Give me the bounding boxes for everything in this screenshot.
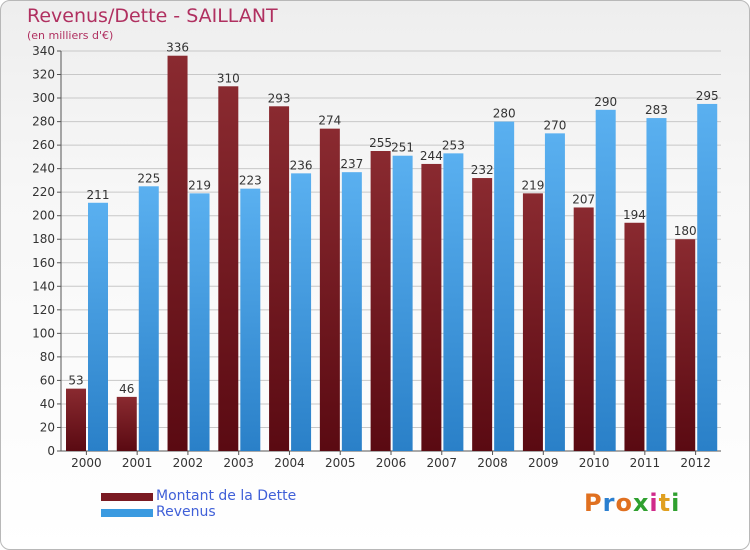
data-label-revenus-2008: 280 — [493, 107, 516, 121]
bar-dette-2005 — [319, 128, 340, 451]
bar-revenus-2005 — [341, 172, 362, 452]
data-label-revenus-2009: 270 — [543, 118, 566, 132]
y-tick-label: 220 — [32, 185, 55, 199]
bar-dette-2009 — [522, 193, 543, 451]
x-tick-label-2003: 2003 — [223, 456, 254, 470]
bar-revenus-2003 — [240, 188, 261, 451]
y-tick-label: 160 — [32, 256, 55, 270]
data-label-dette-2002: 336 — [166, 41, 189, 55]
x-tick-label-2001: 2001 — [122, 456, 153, 470]
bar-dette-2010 — [573, 207, 594, 451]
bar-dette-2004 — [269, 106, 290, 451]
bar-revenus-2010 — [595, 109, 616, 451]
data-label-dette-2009: 219 — [521, 178, 544, 192]
data-label-revenus-2001: 225 — [137, 171, 160, 185]
y-tick-label: 180 — [32, 232, 55, 246]
y-tick-label: 40 — [40, 397, 55, 411]
bar-dette-2002 — [167, 55, 188, 452]
bar-revenus-2002 — [189, 193, 210, 451]
y-tick-label: 260 — [32, 138, 55, 152]
x-tick-label-2010: 2010 — [579, 456, 610, 470]
bar-revenus-2006 — [392, 155, 413, 452]
y-tick-label: 240 — [32, 162, 55, 176]
bar-revenus-2012 — [697, 103, 718, 452]
x-tick-label-2006: 2006 — [376, 456, 407, 470]
data-label-revenus-2004: 236 — [290, 158, 313, 172]
y-tick-label: 340 — [32, 44, 55, 58]
logo-letter: r — [602, 489, 616, 517]
data-label-revenus-2011: 283 — [645, 103, 668, 117]
y-tick-label: 80 — [40, 350, 55, 364]
data-label-revenus-2000: 211 — [87, 188, 110, 202]
data-label-dette-2000: 53 — [68, 374, 83, 388]
chart-subtitle: (en milliers d'€) — [27, 29, 114, 42]
x-tick-label-2011: 2011 — [630, 456, 661, 470]
logo-letter: x — [632, 489, 650, 517]
data-label-revenus-2012: 295 — [696, 89, 719, 103]
data-label-dette-2003: 310 — [217, 71, 240, 85]
y-tick-label: 280 — [32, 115, 55, 129]
y-tick-label: 200 — [32, 209, 55, 223]
y-tick-label: 0 — [47, 444, 55, 458]
y-tick-label: 120 — [32, 303, 55, 317]
data-label-dette-2005: 274 — [318, 114, 341, 128]
bar-dette-2008 — [472, 178, 493, 451]
data-label-revenus-2006: 251 — [391, 141, 414, 155]
bar-dette-2003 — [218, 86, 239, 451]
logo-letter: i — [649, 489, 659, 517]
data-label-dette-2012: 180 — [674, 224, 697, 238]
bar-revenus-2008 — [494, 121, 515, 452]
data-label-revenus-2003: 223 — [239, 174, 262, 188]
data-label-dette-2008: 232 — [471, 163, 494, 177]
bar-dette-2006 — [370, 151, 391, 451]
data-label-dette-2011: 194 — [623, 208, 646, 222]
x-tick-label-2007: 2007 — [426, 456, 457, 470]
x-tick-label-2000: 2000 — [71, 456, 102, 470]
legend-swatch-dette — [101, 493, 153, 501]
data-label-dette-2006: 255 — [369, 136, 392, 150]
y-tick-label: 60 — [40, 373, 55, 387]
y-tick-label: 300 — [32, 91, 55, 105]
bar-dette-2007 — [421, 163, 442, 452]
data-label-revenus-2010: 290 — [594, 95, 617, 109]
data-label-revenus-2002: 219 — [188, 178, 211, 192]
logo-letter: P — [584, 489, 603, 517]
logo-letter: t — [658, 489, 672, 517]
y-tick-label: 140 — [32, 279, 55, 293]
x-tick-label-2008: 2008 — [477, 456, 508, 470]
y-tick-label: 20 — [40, 420, 55, 434]
data-label-dette-2004: 293 — [268, 91, 291, 105]
x-tick-label-2012: 2012 — [680, 456, 711, 470]
bar-dette-2000 — [66, 388, 86, 451]
bar-revenus-2001 — [138, 186, 159, 451]
data-label-revenus-2007: 253 — [442, 138, 465, 152]
x-tick-label-2004: 2004 — [274, 456, 305, 470]
proxiti-logo: Proxiti — [584, 489, 680, 517]
data-label-revenus-2005: 237 — [340, 157, 363, 171]
x-tick-label-2005: 2005 — [325, 456, 356, 470]
legend-label-revenus: Revenus — [156, 504, 216, 520]
data-label-dette-2001: 46 — [119, 382, 134, 396]
x-tick-label-2009: 2009 — [528, 456, 559, 470]
logo-letter: o — [615, 489, 633, 517]
chart-title: Revenus/Dette - SAILLANT — [27, 5, 278, 27]
bar-revenus-2000 — [88, 202, 108, 451]
bar-dette-2001 — [116, 396, 137, 451]
y-tick-label: 320 — [32, 68, 55, 82]
legend-swatch-revenus — [101, 509, 153, 517]
y-tick-label: 100 — [32, 326, 55, 340]
data-label-dette-2007: 244 — [420, 149, 443, 163]
x-tick-label-2002: 2002 — [173, 456, 204, 470]
bar-revenus-2007 — [443, 153, 464, 451]
bar-revenus-2011 — [646, 118, 667, 451]
bar-dette-2011 — [624, 222, 645, 451]
data-label-dette-2010: 207 — [572, 192, 595, 206]
bar-dette-2012 — [675, 239, 696, 451]
legend-label-dette: Montant de la Dette — [156, 488, 297, 504]
logo-letter: i — [671, 489, 681, 517]
bar-revenus-2004 — [291, 173, 312, 451]
bar-revenus-2009 — [544, 133, 565, 451]
